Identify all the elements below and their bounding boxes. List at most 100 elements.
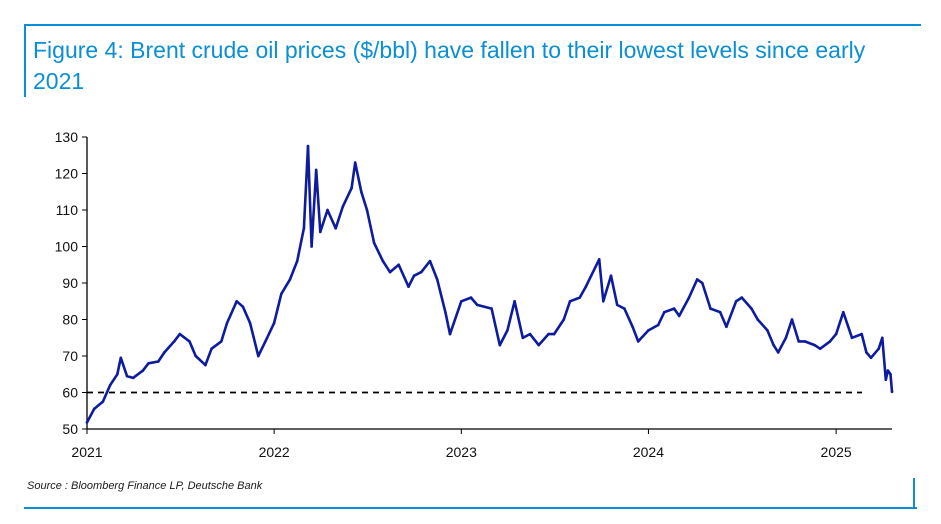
data-point — [108, 383, 112, 387]
chart-axes — [86, 137, 892, 430]
data-point — [460, 300, 463, 303]
data-point — [797, 340, 800, 343]
data-point — [272, 321, 276, 325]
data-point — [537, 343, 540, 347]
data-point — [314, 168, 318, 172]
data-point — [188, 340, 191, 343]
data-point — [636, 340, 640, 343]
data-point — [163, 351, 166, 354]
data-point — [225, 321, 229, 325]
data-point — [388, 270, 392, 274]
data-point — [528, 332, 532, 336]
x-tick-label: 2025 — [821, 444, 852, 460]
data-point — [656, 323, 660, 327]
data-point — [420, 270, 423, 274]
data-point — [784, 336, 788, 340]
x-tick-label: 2023 — [446, 444, 477, 460]
data-point — [766, 329, 769, 332]
data-point — [306, 144, 310, 148]
data-point — [663, 310, 666, 314]
data-point — [709, 307, 712, 310]
data-point — [264, 340, 267, 343]
data-point — [412, 274, 416, 278]
data-point — [672, 307, 676, 310]
y-tick-label: 100 — [55, 239, 79, 255]
data-point — [889, 373, 892, 376]
data-point — [890, 390, 894, 394]
data-point — [397, 263, 401, 267]
data-point — [750, 307, 753, 310]
data-point — [772, 343, 775, 347]
x-tick-label: 2021 — [71, 444, 102, 460]
data-point — [220, 340, 223, 343]
data-point — [803, 340, 807, 343]
frame-top-border — [24, 24, 921, 26]
data-point — [818, 347, 822, 351]
data-point — [372, 241, 376, 245]
data-point — [101, 400, 105, 403]
data-point — [194, 354, 197, 358]
data-point — [869, 356, 873, 360]
data-point — [602, 300, 605, 303]
data-point — [365, 208, 369, 212]
data-point — [568, 300, 572, 303]
data-point — [302, 227, 306, 230]
data-point — [734, 300, 738, 303]
data-point — [850, 336, 854, 340]
y-tick-label: 50 — [62, 421, 78, 437]
data-point — [360, 190, 363, 194]
data-point — [178, 332, 182, 336]
data-point — [584, 285, 588, 288]
data-point — [172, 340, 176, 343]
data-point — [547, 332, 550, 336]
data-point — [85, 421, 89, 424]
data-point — [677, 314, 681, 318]
data-point — [295, 259, 299, 263]
data-point — [157, 360, 160, 363]
data-point — [353, 161, 357, 164]
data-point — [521, 336, 525, 340]
data-point — [578, 296, 581, 299]
data-point — [490, 307, 493, 310]
data-point — [631, 325, 634, 329]
data-point — [241, 305, 245, 309]
data-point — [407, 285, 410, 288]
y-tick-label: 70 — [62, 348, 78, 364]
figure-title: Figure 4: Brent crude oil prices ($/bbl)… — [33, 37, 866, 94]
data-point — [615, 303, 619, 307]
data-point — [860, 332, 863, 336]
data-point — [350, 186, 353, 190]
x-tick-label: 2024 — [633, 444, 664, 460]
data-point — [695, 278, 699, 281]
data-point — [125, 374, 129, 378]
data-point — [842, 310, 845, 314]
data-point — [623, 307, 626, 310]
data-point — [257, 354, 260, 358]
y-tick-label: 110 — [56, 202, 79, 218]
data-point — [381, 259, 385, 263]
data-point — [319, 230, 322, 234]
data-point — [204, 363, 207, 367]
data-point — [444, 310, 447, 314]
data-point — [790, 318, 794, 321]
y-tick-label: 130 — [55, 129, 79, 145]
data-point — [701, 281, 704, 285]
data-point — [92, 407, 96, 411]
y-tick-label: 80 — [62, 312, 78, 328]
data-point — [886, 369, 890, 372]
data-point — [506, 329, 509, 332]
data-point — [428, 259, 432, 263]
data-point — [740, 296, 744, 299]
data-point — [834, 332, 838, 336]
data-point — [147, 362, 150, 365]
data-point — [865, 351, 868, 354]
data-point — [469, 296, 473, 299]
data-point — [326, 208, 329, 212]
data-point — [562, 318, 566, 321]
data-point — [647, 329, 650, 332]
data-point — [116, 373, 119, 376]
brent-price-line — [85, 144, 894, 424]
data-point — [141, 369, 145, 372]
data-point — [609, 274, 613, 278]
